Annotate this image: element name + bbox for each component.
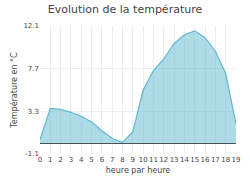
svg-text:7: 7 — [110, 156, 114, 164]
svg-text:17: 17 — [211, 156, 220, 164]
svg-text:18: 18 — [221, 156, 230, 164]
svg-text:5: 5 — [89, 156, 93, 164]
svg-text:8: 8 — [120, 156, 124, 164]
svg-text:heure par heure: heure par heure — [106, 166, 171, 175]
svg-text:16: 16 — [201, 156, 210, 164]
svg-text:7.7: 7.7 — [28, 65, 39, 73]
svg-text:12: 12 — [159, 156, 168, 164]
svg-text:14: 14 — [180, 156, 189, 164]
svg-text:3.3: 3.3 — [28, 108, 39, 116]
svg-text:2: 2 — [58, 156, 62, 164]
svg-text:3: 3 — [69, 156, 73, 164]
svg-text:11: 11 — [149, 156, 158, 164]
svg-text:Température en °C: Température en °C — [9, 52, 19, 129]
svg-text:9: 9 — [131, 156, 135, 164]
svg-text:0: 0 — [38, 156, 42, 164]
svg-text:13: 13 — [170, 156, 179, 164]
svg-text:15: 15 — [190, 156, 199, 164]
svg-text:Evolution de la température: Evolution de la température — [48, 3, 203, 16]
svg-text:1: 1 — [48, 156, 52, 164]
svg-text:12.1: 12.1 — [23, 22, 39, 30]
svg-text:10: 10 — [139, 156, 148, 164]
svg-text:-1.1: -1.1 — [25, 150, 39, 158]
svg-text:4: 4 — [79, 156, 84, 164]
svg-text:6: 6 — [100, 156, 105, 164]
svg-text:19: 19 — [232, 156, 241, 164]
